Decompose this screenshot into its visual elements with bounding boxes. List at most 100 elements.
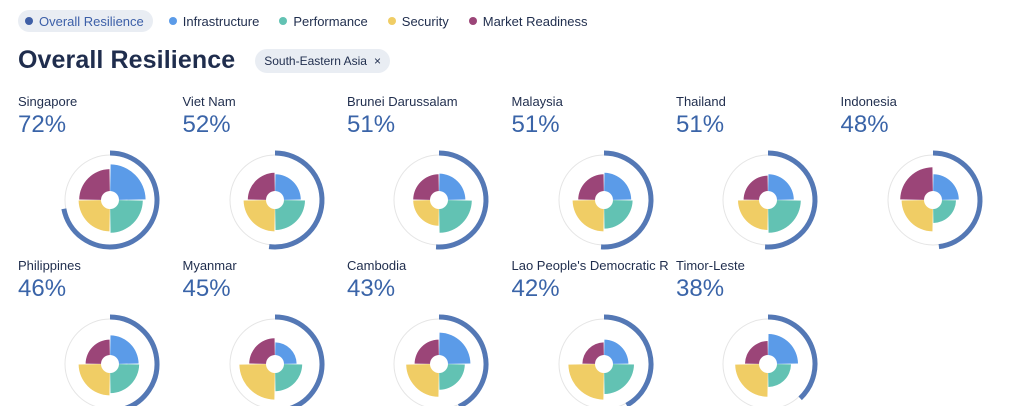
pillar-slice-market-readiness[interactable] [581, 342, 604, 364]
pillar-slice-security[interactable] [567, 364, 604, 400]
country-card[interactable]: Viet Nam 52% [183, 94, 343, 250]
pillar-slice-market-readiness[interactable] [745, 341, 768, 364]
resilience-donut [393, 314, 489, 406]
country-card[interactable]: Malaysia 51% [511, 94, 672, 250]
pillar-slice-market-readiness[interactable] [899, 167, 933, 200]
legend-label: Infrastructure [182, 13, 260, 29]
pillar-slice-market-readiness[interactable] [85, 339, 110, 364]
overall-ring[interactable] [61, 150, 160, 250]
country-name: Indonesia [840, 94, 897, 109]
overall-value: 51% [347, 111, 396, 138]
legend-label: Overall Resilience [39, 13, 144, 29]
country-name: Thailand [676, 94, 726, 109]
resilience-donut [887, 150, 982, 250]
pillar-slice-performance[interactable] [439, 200, 472, 233]
pillar-slice-performance[interactable] [110, 364, 140, 394]
pillar-slice-security[interactable] [78, 200, 110, 232]
overall-value: 38% [676, 275, 725, 302]
legend-label: Performance [293, 13, 368, 29]
pillar-slice-security[interactable] [406, 364, 439, 397]
pillar-slice-security[interactable] [572, 200, 604, 232]
pillar-slice-performance[interactable] [768, 364, 791, 387]
pillar-slice-performance[interactable] [932, 200, 956, 223]
pillar-slice-performance[interactable] [768, 200, 801, 233]
pillar-slice-performance[interactable] [439, 364, 465, 390]
header: Overall Resilience South-Eastern Asia × [18, 46, 390, 75]
pillar-slice-infrastructure[interactable] [932, 174, 959, 200]
pillar-slice-market-readiness[interactable] [248, 338, 275, 364]
pillar-slice-performance[interactable] [603, 200, 633, 229]
country-card[interactable]: Philippines 46% [18, 258, 178, 406]
overall-ring[interactable] [764, 150, 818, 250]
overall-ring[interactable] [603, 314, 653, 406]
pillar-slice-performance[interactable] [274, 364, 302, 392]
legend-dot [387, 17, 396, 25]
pillar-slice-market-readiness[interactable] [414, 339, 439, 364]
pillar-slice-security[interactable] [413, 200, 439, 226]
pillar-slice-infrastructure[interactable] [768, 334, 798, 364]
pillar-slice-security[interactable] [78, 364, 110, 396]
pillar-slice-market-readiness[interactable] [743, 175, 768, 200]
country-card[interactable]: Singapore 72% [18, 94, 178, 250]
pillar-slice-market-readiness[interactable] [577, 174, 604, 200]
overall-ring[interactable] [435, 150, 489, 250]
resilience-donut [61, 150, 160, 250]
pillar-slice-infrastructure[interactable] [768, 174, 794, 200]
overall-ring[interactable] [109, 314, 160, 406]
legend-item-performance[interactable]: Performance [275, 10, 371, 32]
overall-ring[interactable] [767, 314, 818, 401]
pillar-slice-security[interactable] [735, 364, 768, 397]
overall-value: 45% [182, 275, 231, 302]
pillar-slice-infrastructure[interactable] [110, 335, 139, 364]
pillar-slice-infrastructure[interactable] [110, 164, 146, 200]
pillar-slice-infrastructure[interactable] [603, 172, 631, 200]
pillar-slice-security[interactable] [238, 364, 275, 400]
pillar-slice-market-readiness[interactable] [247, 172, 275, 200]
pillar-slice-infrastructure[interactable] [274, 342, 297, 364]
country-card[interactable]: Indonesia 48% [840, 94, 1001, 250]
overall-ring[interactable] [438, 314, 489, 406]
country-card[interactable]: Cambodia 43% [347, 258, 507, 406]
country-name: Cambodia [347, 258, 407, 273]
overall-ring[interactable] [932, 150, 982, 250]
pillar-slice-performance[interactable] [603, 364, 634, 394]
country-card[interactable]: Thailand 51% [676, 94, 836, 250]
pillar-slice-performance[interactable] [274, 200, 305, 230]
country-card[interactable]: Lao People's Democratic R 42% [511, 258, 672, 406]
country-card[interactable]: Timor-Leste 38% [676, 258, 836, 406]
pillar-slice-market-readiness[interactable] [79, 169, 110, 200]
legend-item-infrastructure[interactable]: Infrastructure [165, 10, 264, 32]
pillar-slice-infrastructure[interactable] [439, 332, 471, 364]
close-icon[interactable]: × [373, 53, 381, 68]
country-name: Singapore [18, 94, 78, 109]
pillar-slice-infrastructure[interactable] [439, 173, 466, 200]
overall-value: 51% [511, 111, 560, 138]
legend-dot [168, 17, 177, 25]
pillar-slice-market-readiness[interactable] [413, 174, 439, 200]
pillar-slice-security[interactable] [738, 200, 768, 230]
filter-chip[interactable]: South-Eastern Asia × [255, 48, 390, 73]
pillar-slice-performance[interactable] [110, 200, 143, 233]
legend-item-security[interactable]: Security [384, 10, 453, 32]
pillar-slice-security[interactable] [243, 200, 275, 232]
pillar-slice-infrastructure[interactable] [274, 174, 301, 200]
overall-ring[interactable] [268, 150, 324, 250]
legend-dot [279, 17, 288, 25]
resilience-donut [64, 314, 160, 406]
legend-label: Market Readiness [482, 13, 588, 29]
country-name: Philippines [18, 258, 81, 273]
country-card[interactable]: Brunei Darussalam 51% [347, 94, 507, 250]
overall-ring[interactable] [274, 314, 324, 406]
pillar-slice-security[interactable] [901, 200, 933, 232]
pillar-slice-infrastructure[interactable] [603, 339, 628, 364]
country-name: Lao People's Democratic R [511, 258, 669, 273]
legend-item-overall-resilience[interactable]: Overall Resilience [18, 10, 153, 32]
overall-value: 72% [18, 111, 67, 138]
overall-value: 51% [676, 111, 725, 138]
overall-value: 46% [18, 275, 67, 302]
overall-ring[interactable] [600, 150, 653, 250]
legend-item-market-readiness[interactable]: Market Readiness [465, 10, 592, 32]
resilience-donut [229, 150, 324, 250]
country-card[interactable]: Myanmar 45% [182, 258, 343, 406]
overall-value: 43% [347, 275, 396, 302]
